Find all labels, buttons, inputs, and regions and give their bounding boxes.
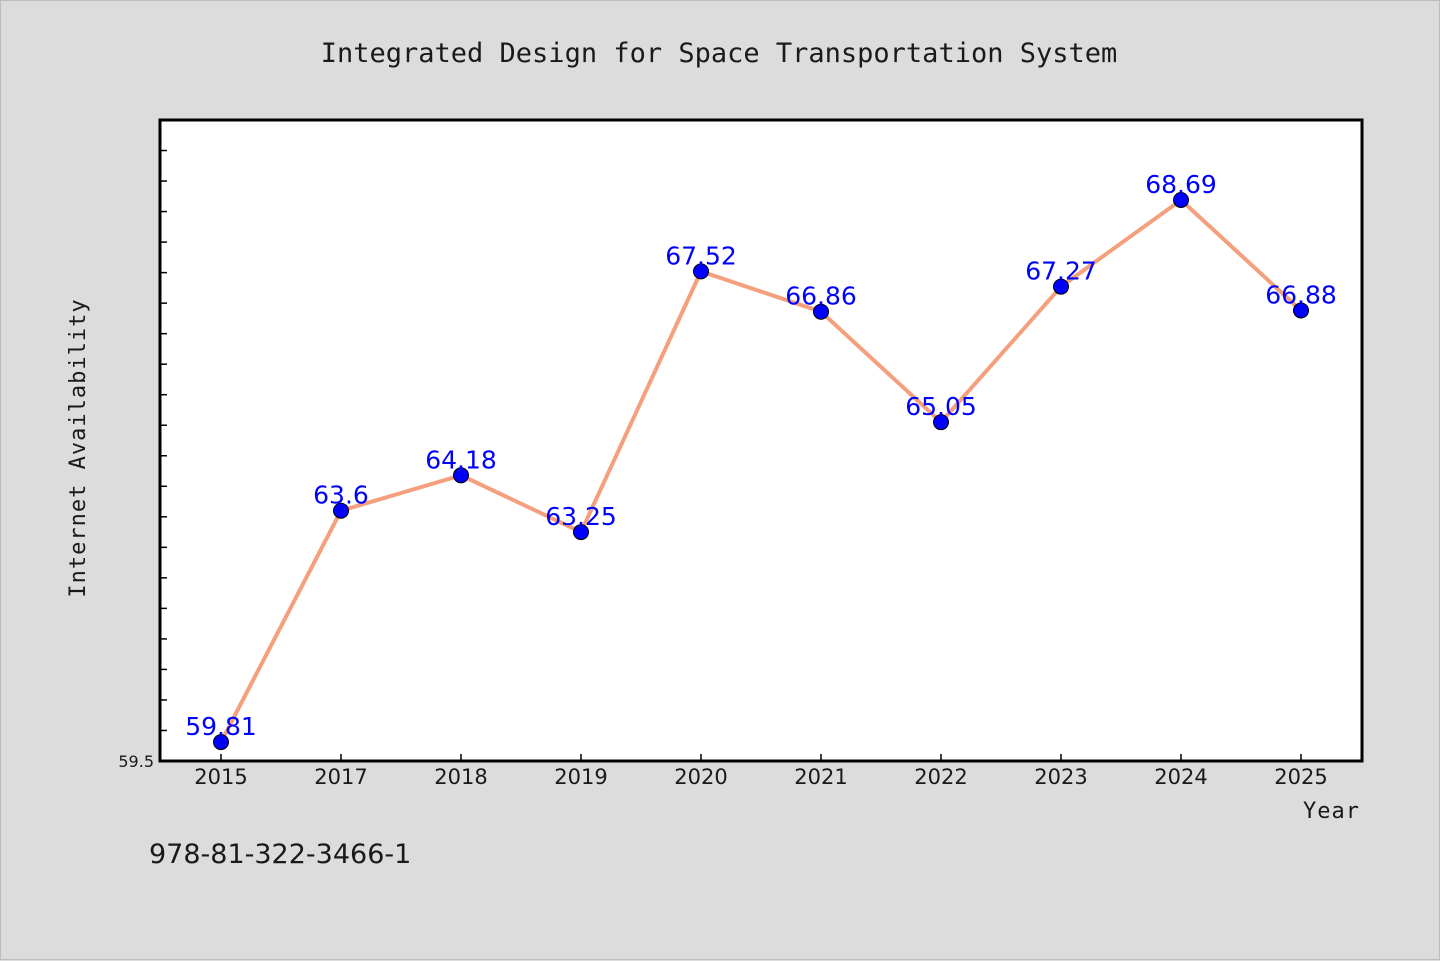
data-point-marker — [333, 502, 349, 519]
data-point-marker — [453, 467, 469, 484]
data-label: 66.88 — [1265, 280, 1337, 309]
data-label: 66.86 — [785, 282, 857, 311]
data-label: 67.27 — [1025, 257, 1097, 286]
data-label: 63.6 — [313, 481, 369, 510]
data-label: 63.25 — [545, 502, 617, 531]
data-point-marker — [1173, 191, 1189, 208]
x-tick-label: 2019 — [554, 765, 607, 789]
data-label: 65.05 — [905, 392, 977, 421]
data-label: 68.69 — [1145, 170, 1217, 199]
data-point-marker — [693, 263, 709, 280]
data-label: 67.52 — [665, 241, 737, 270]
isbn-text: 978-81-322-3466-1 — [149, 839, 411, 870]
x-tick-label: 2017 — [314, 765, 367, 789]
x-tick-label: 2022 — [914, 765, 967, 789]
y-tick-label: 59.5 — [118, 752, 154, 771]
plot-area — [160, 120, 1362, 761]
data-point-marker — [933, 414, 949, 431]
series-line-group — [219, 197, 1303, 743]
chart-title: Integrated Design for Space Transportati… — [321, 38, 1118, 69]
data-labels-group: 59.81 63.6 64.18 63.25 67.52 66.86 65.05 67.27 6… — [185, 170, 1337, 741]
x-tick-label: 2018 — [434, 765, 487, 789]
series-line — [219, 197, 1303, 743]
x-axis-ticks: 2015 2017 2018 2019 2020 2021 2022 2023 2024 2025 — [194, 754, 1328, 789]
data-point-marker — [813, 303, 829, 320]
x-tick-label: 2021 — [794, 765, 847, 789]
markers-group — [213, 191, 1309, 751]
x-tick-label: 2024 — [1154, 765, 1207, 789]
x-tick-label: 2025 — [1274, 765, 1327, 789]
data-label: 64.18 — [425, 445, 497, 474]
y-axis-title: Internet Availability — [66, 298, 91, 597]
data-point-marker — [1053, 278, 1069, 295]
data-point-marker — [573, 524, 589, 541]
x-tick-label: 2015 — [194, 765, 247, 789]
x-tick-label: 2023 — [1034, 765, 1087, 789]
x-axis-title: Year — [1303, 799, 1360, 824]
x-tick-label: 2020 — [674, 765, 727, 789]
data-point-marker — [1293, 302, 1309, 319]
data-point-marker — [213, 734, 229, 751]
data-label: 59.81 — [185, 712, 257, 741]
plot-border — [158, 118, 1364, 763]
